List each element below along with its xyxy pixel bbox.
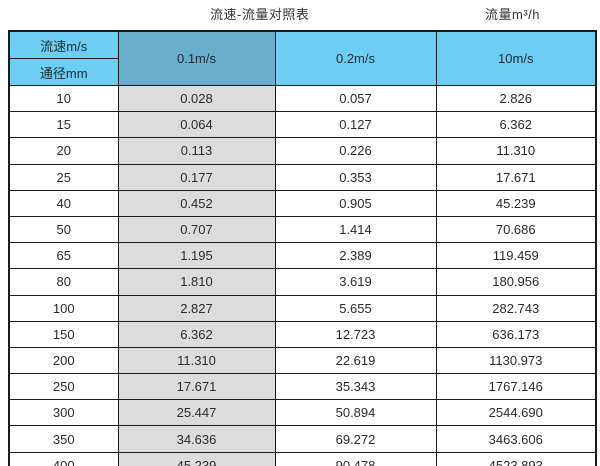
header-velocity-label: 流速m/s — [8, 30, 119, 59]
flow-cell-10: 2.826 — [435, 84, 597, 113]
table-row: 250 17.671 35.343 1767.146 — [8, 373, 597, 401]
flow-cell-10: 1767.146 — [435, 373, 597, 401]
flow-cell-0-1: 17.671 — [117, 373, 276, 401]
flow-cell-10: 70.686 — [435, 215, 597, 244]
flow-cell-0-2: 12.723 — [274, 320, 437, 348]
velocity-header-10: 10m/s — [435, 30, 597, 86]
flow-cell-10: 45.239 — [435, 189, 597, 217]
diameter-cell: 80 — [8, 268, 119, 296]
table-row: 150 6.362 12.723 636.173 — [8, 320, 597, 348]
diameter-cell: 300 — [8, 399, 119, 427]
diameter-cell: 65 — [8, 242, 119, 270]
diameter-cell: 150 — [8, 320, 119, 348]
flow-cell-0-2: 0.226 — [274, 137, 437, 165]
flow-cell-10: 17.671 — [435, 163, 597, 191]
flow-cell-0-1: 0.113 — [117, 137, 276, 165]
table-body: 10 0.028 0.057 2.826 15 0.064 0.127 6.362 20 0.11… — [8, 84, 597, 466]
flow-cell-10: 180.956 — [435, 268, 597, 296]
flow-cell-0-2: 2.389 — [274, 242, 437, 270]
table-title: 流速-流量对照表 — [210, 7, 310, 22]
table-row: 50 0.707 1.414 70.686 — [8, 215, 597, 244]
diameter-cell: 20 — [8, 137, 119, 165]
diameter-cell: 200 — [8, 346, 119, 375]
diameter-cell: 250 — [8, 373, 119, 401]
flow-cell-0-1: 11.310 — [117, 346, 276, 375]
table-row: 65 1.195 2.389 119.459 — [8, 242, 597, 270]
flow-cell-0-2: 3.619 — [274, 268, 437, 296]
header-diameter-label: 通径mm — [8, 58, 119, 86]
flow-cell-0-2: 35.343 — [274, 373, 437, 401]
flow-cell-0-1: 6.362 — [117, 320, 276, 348]
table-row: 350 34.636 69.272 3463.606 — [8, 425, 597, 453]
flow-cell-10: 636.173 — [435, 320, 597, 348]
flow-cell-0-2: 69.272 — [274, 425, 437, 453]
flow-cell-0-1: 1.810 — [117, 268, 276, 296]
flow-cell-0-2: 0.127 — [274, 111, 437, 139]
flow-cell-0-1: 45.239 — [117, 451, 276, 466]
flow-cell-0-1: 1.195 — [117, 242, 276, 270]
flow-cell-0-2: 50.894 — [274, 399, 437, 427]
flow-cell-0-1: 25.447 — [117, 399, 276, 427]
flow-cell-10: 2544.690 — [435, 399, 597, 427]
table-row: 15 0.064 0.127 6.362 — [8, 111, 597, 139]
flow-cell-0-1: 0.064 — [117, 111, 276, 139]
diameter-cell: 350 — [8, 425, 119, 453]
flow-cell-10: 6.362 — [435, 111, 597, 139]
flow-cell-0-2: 0.905 — [274, 189, 437, 217]
flow-cell-10: 4523.893 — [435, 451, 597, 466]
velocity-header-0-1: 0.1m/s — [117, 30, 276, 86]
flow-cell-10: 3463.606 — [435, 425, 597, 453]
velocity-header-0-2: 0.2m/s — [274, 30, 437, 86]
flow-cell-0-2: 0.353 — [274, 163, 437, 191]
flow-cell-0-1: 0.028 — [117, 84, 276, 113]
table-row: 80 1.810 3.619 180.956 — [8, 268, 597, 296]
flow-cell-0-1: 2.827 — [117, 294, 276, 322]
flow-cell-0-1: 0.707 — [117, 215, 276, 244]
flow-cell-0-2: 5.655 — [274, 294, 437, 322]
table-row: 100 2.827 5.655 282.743 — [8, 294, 597, 322]
table-row: 25 0.177 0.353 17.671 — [8, 163, 597, 191]
flow-cell-10: 11.310 — [435, 137, 597, 165]
flow-cell-0-2: 90.478 — [274, 451, 437, 466]
table-header: 流速m/s 0.1m/s 0.2m/s 10m/s 通径mm — [8, 30, 597, 86]
table-row: 400 45.239 90.478 4523.893 — [8, 451, 597, 466]
flow-cell-0-1: 0.177 — [117, 163, 276, 191]
diameter-cell: 40 — [8, 189, 119, 217]
flow-cell-0-2: 1.414 — [274, 215, 437, 244]
flow-cell-0-2: 0.057 — [274, 84, 437, 113]
flow-rate-table: 流速m/s 0.1m/s 0.2m/s 10m/s 通径mm 10 0.028 0.… — [8, 30, 597, 466]
diameter-cell: 50 — [8, 215, 119, 244]
table-row: 300 25.447 50.894 2544.690 — [8, 399, 597, 427]
flow-cell-0-1: 34.636 — [117, 425, 276, 453]
flow-cell-0-2: 22.619 — [274, 346, 437, 375]
diameter-cell: 400 — [8, 451, 119, 466]
flow-cell-0-1: 0.452 — [117, 189, 276, 217]
table-row: 200 11.310 22.619 1130.973 — [8, 346, 597, 375]
flow-cell-10: 1130.973 — [435, 346, 597, 375]
table-row: 40 0.452 0.905 45.239 — [8, 189, 597, 217]
table-row: 10 0.028 0.057 2.826 — [8, 84, 597, 113]
flow-cell-10: 119.459 — [435, 242, 597, 270]
diameter-cell: 10 — [8, 84, 119, 113]
diameter-cell: 25 — [8, 163, 119, 191]
diameter-cell: 100 — [8, 294, 119, 322]
flow-cell-10: 282.743 — [435, 294, 597, 322]
flow-unit-label: 流量m³/h — [485, 7, 541, 22]
table-row: 20 0.113 0.226 11.310 — [8, 137, 597, 165]
diameter-cell: 15 — [8, 111, 119, 139]
